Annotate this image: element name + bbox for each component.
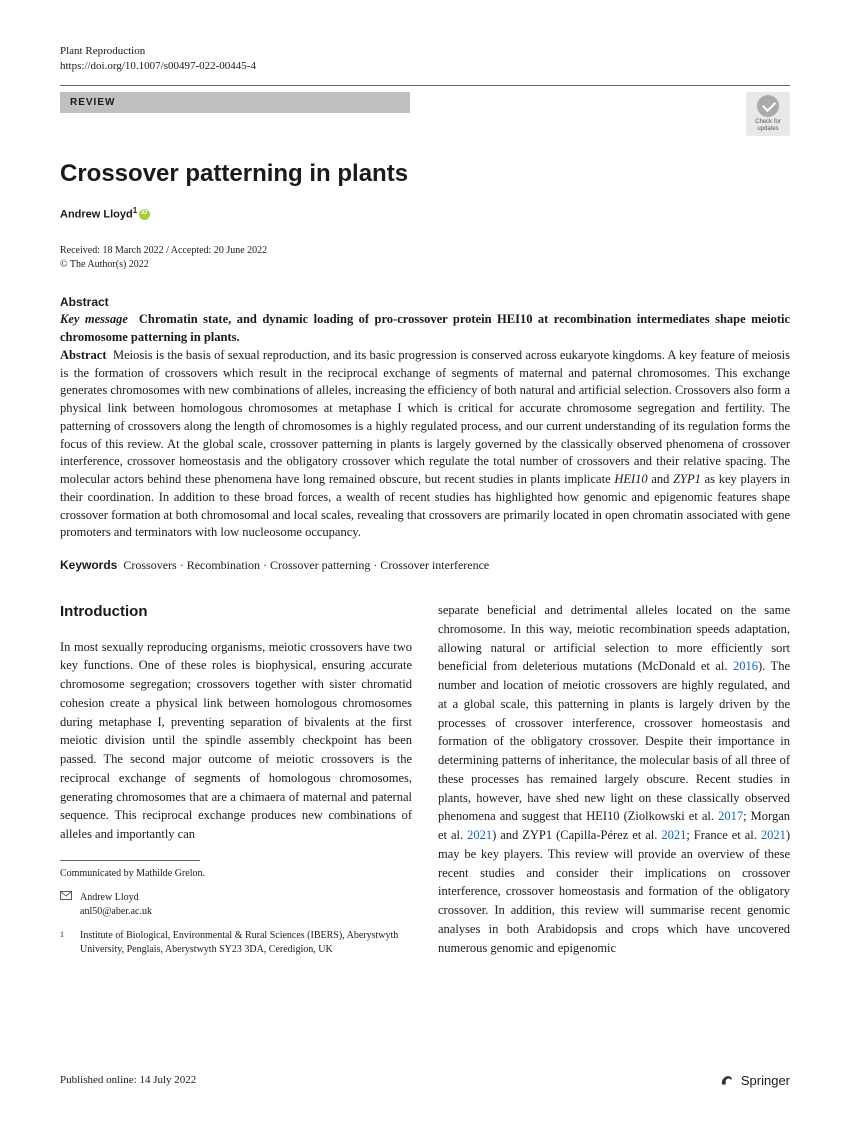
t-d: ) and ZYP1 (Capilla-Pérez et al. [492, 828, 661, 842]
intro-heading: Introduction [60, 601, 412, 624]
corresponding-author: Andrew Lloyd anl50@aber.ac.uk [60, 891, 412, 919]
left-column: Introduction In most sexually reproducin… [60, 601, 412, 957]
t-f: ) may be key players. This review will p… [438, 828, 790, 955]
envelope-icon [60, 891, 72, 919]
article-type-badge: REVIEW [60, 92, 410, 113]
corr-email: anl50@aber.ac.uk [80, 905, 152, 919]
abstract-heading: Abstract [60, 294, 790, 311]
dates-block: Received: 18 March 2022 / Accepted: 20 J… [60, 244, 790, 272]
intro-para-2: separate beneficial and detrimental alle… [438, 601, 790, 957]
affil-number: 1 [60, 929, 72, 957]
corr-name: Andrew Lloyd [80, 891, 152, 905]
doi-link[interactable]: https://doi.org/10.1007/s00497-022-00445… [60, 60, 256, 72]
received-accepted: Received: 18 March 2022 / Accepted: 20 J… [60, 244, 790, 258]
keywords-text: Crossovers · Recombination · Crossover p… [123, 558, 489, 572]
check-updates-badge[interactable]: Check for updates [746, 92, 790, 136]
publisher-logo: Springer [719, 1071, 790, 1089]
article-title: Crossover patterning in plants [60, 160, 790, 188]
footnote-divider [60, 860, 200, 861]
t-b: ). The number and location of meiotic cr… [438, 659, 790, 823]
page-footer: Published online: 14 July 2022 Springer [60, 1071, 790, 1089]
journal-header: Plant Reproduction https://doi.org/10.10… [60, 44, 790, 75]
t-e: ; France et al. [686, 828, 761, 842]
orcid-icon[interactable] [139, 209, 150, 220]
right-column: separate beneficial and detrimental alle… [438, 601, 790, 957]
footnote-block: Communicated by Mathilde Grelon. Andrew … [60, 860, 412, 957]
published-online: Published online: 14 July 2022 [60, 1074, 196, 1086]
cite-2016[interactable]: 2016 [733, 659, 758, 673]
keywords-label: Keywords [60, 558, 117, 572]
springer-horse-175635-icon [719, 1071, 737, 1089]
cite-2021a[interactable]: 2021 [467, 828, 492, 842]
gene-hei10: HEI10 [614, 472, 647, 486]
author-affil-marker: 1 [133, 206, 137, 215]
keywords-line: Keywords Crossovers · Recombination · Cr… [60, 558, 790, 573]
abs-label: Abstract [60, 348, 107, 362]
updates-label: Check for updates [746, 119, 790, 132]
journal-name: Plant Reproduction [60, 44, 790, 59]
body-columns: Introduction In most sexually reproducin… [60, 601, 790, 957]
abs-text-1: Meiosis is the basis of sexual reproduct… [60, 348, 790, 486]
abs-text-2: and [648, 472, 673, 486]
author-name: Andrew Lloyd [60, 208, 133, 220]
cite-2021b[interactable]: 2021 [661, 828, 686, 842]
abstract-block: Abstract Key message Chromatin state, an… [60, 294, 790, 542]
cite-2017[interactable]: 2017 [718, 809, 743, 823]
publisher-name: Springer [741, 1073, 790, 1088]
author-line: Andrew Lloyd1 [60, 206, 790, 221]
copyright: © The Author(s) 2022 [60, 258, 790, 272]
cite-2021c[interactable]: 2021 [761, 828, 786, 842]
top-divider [60, 85, 790, 86]
article-type-row: REVIEW Check for updates [60, 92, 790, 136]
gene-zyp1: ZYP1 [673, 472, 701, 486]
keymsg-text: Chromatin state, and dynamic loading of … [60, 312, 790, 344]
checkmark-icon [757, 95, 779, 117]
affiliation-row: 1 Institute of Biological, Environmental… [60, 929, 412, 957]
communicated-by: Communicated by Mathilde Grelon. [60, 867, 412, 881]
affil-text: Institute of Biological, Environmental &… [80, 929, 412, 957]
keymsg-label: Key message [60, 312, 128, 326]
intro-para-1: In most sexually reproducing organisms, … [60, 638, 412, 844]
